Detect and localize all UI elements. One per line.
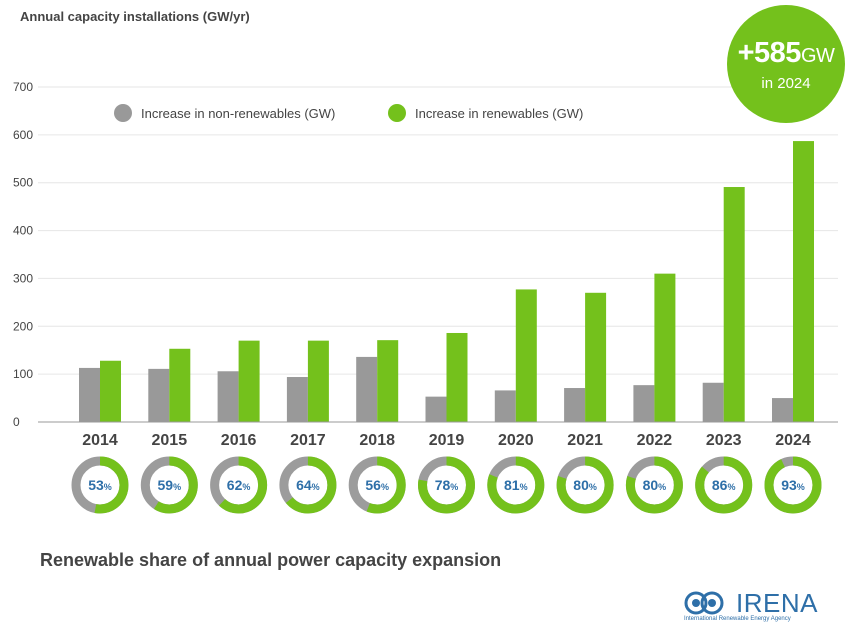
share-donut: 81% [487,456,545,514]
donut-renewable-arc [210,456,268,514]
share-donut: 64% [279,456,337,514]
share-label: 56% [365,477,389,493]
legend-swatch-non-renewables [114,104,132,122]
share-donut: 62% [210,456,268,514]
share-donut: 80% [625,456,683,514]
legend-label-renewables: Increase in renewables (GW) [415,106,583,121]
x-tick-label: 2021 [567,432,603,449]
x-tick-label: 2018 [359,432,395,449]
donut-renewable-arc [625,456,683,514]
donut-renewable-arc [140,456,198,514]
x-tick-label: 2017 [290,432,326,449]
bar-renewables [307,340,329,422]
bar-non-renewables [79,367,100,422]
share-label: 93% [781,477,805,493]
share-donut: 93% [764,456,822,514]
y-tick-label: 500 [13,176,33,190]
share-label: 59% [158,477,182,493]
bar-renewables [238,340,260,422]
y-tick-label: 100 [13,367,33,381]
share-donut: 80% [556,456,614,514]
donut-renewable-arc [487,456,545,514]
badge-unit: GW [800,45,835,67]
share-label: 53% [88,477,112,493]
y-tick-label: 700 [13,80,33,94]
legend-label-non-renewables: Increase in non-renewables (GW) [141,106,335,121]
donut-renewable-arc [418,456,475,514]
share-label: 86% [712,477,736,493]
bar-non-renewables [772,398,793,422]
footer-heading: Renewable share of annual power capacity… [40,550,502,570]
bar-non-renewables [217,371,239,422]
x-tick-label: 2022 [637,432,673,449]
bar-renewables [723,187,745,422]
bar-non-renewables [494,390,516,422]
bar-renewables [654,273,676,422]
bar-non-renewables [356,356,378,422]
badge-value: +585 [737,37,802,69]
logo-tagline: International Renewable Energy Agency [684,616,791,622]
bar-non-renewables [286,377,308,422]
donut-renewable-arc [764,456,822,514]
bar-non-renewables [702,382,724,422]
total-2024-badge: +585GW in 2024 [727,5,845,123]
bar-renewables [515,289,537,422]
y-tick-label: 0 [13,415,20,429]
chart-title: Annual capacity installations (GW/yr) [20,9,250,24]
bar-non-renewables [564,388,586,422]
irena-logo: IRENA International Renewable Energy Age… [684,588,834,624]
x-axis-labels: 2014 2015 2016 2017 2018 2019 2020 2021 2022 2023… [82,432,811,449]
legend: Increase in non-renewables (GW) Increase… [114,104,583,122]
bar-renewables [100,360,121,422]
bar-renewables [585,292,607,422]
bar-non-renewables [148,368,170,422]
badge-subtitle: in 2024 [761,75,811,92]
share-label: 80% [573,477,597,493]
share-label: 80% [643,477,667,493]
share-donut: 56% [348,456,406,514]
y-tick-label: 600 [13,128,33,142]
x-tick-label: 2016 [221,432,257,449]
share-donut: 78% [418,456,475,514]
bar-renewables [377,340,399,422]
y-tick-label: 400 [13,224,33,238]
x-tick-label: 2023 [706,432,742,449]
donut-renewable-arc [348,456,406,514]
x-tick-label: 2024 [775,432,811,449]
globe-logo-icon [684,591,724,615]
y-tick-label: 300 [13,271,33,285]
x-tick-label: 2014 [82,432,118,449]
x-tick-label: 2020 [498,432,534,449]
share-label: 64% [296,477,320,493]
legend-swatch-renewables [388,104,406,122]
y-axis-ticks: 0 100 200 300 400 500 600 700 [13,80,33,429]
donut-renewable-arc [556,456,614,514]
logo-wordmark: IRENA [736,588,818,618]
bar-renewables [793,141,814,423]
share-label: 62% [227,477,251,493]
share-label: 78% [435,477,459,493]
bar-non-renewables [425,396,447,422]
x-tick-label: 2019 [429,432,465,449]
bars [79,141,814,423]
x-tick-label: 2015 [152,432,188,449]
donut-renewable-arc [279,456,337,514]
donut-renewable-arc [71,456,129,514]
y-tick-label: 200 [13,319,33,333]
renewable-share-donuts: 53% 59% 62% 64% 56% 78% 81% 80% 80% 86% 93% [71,456,822,514]
share-donut: 59% [140,456,198,514]
capacity-chart: 0 100 200 300 400 500 600 700 Increase in non-r… [13,80,838,514]
share-donut: 53% [71,456,129,514]
bar-renewables [446,332,468,422]
gridlines [38,86,838,375]
share-label: 81% [504,477,528,493]
bar-non-renewables [633,385,655,422]
share-donut: 86% [695,456,753,514]
donut-renewable-arc [695,456,753,514]
bar-renewables [169,348,191,422]
